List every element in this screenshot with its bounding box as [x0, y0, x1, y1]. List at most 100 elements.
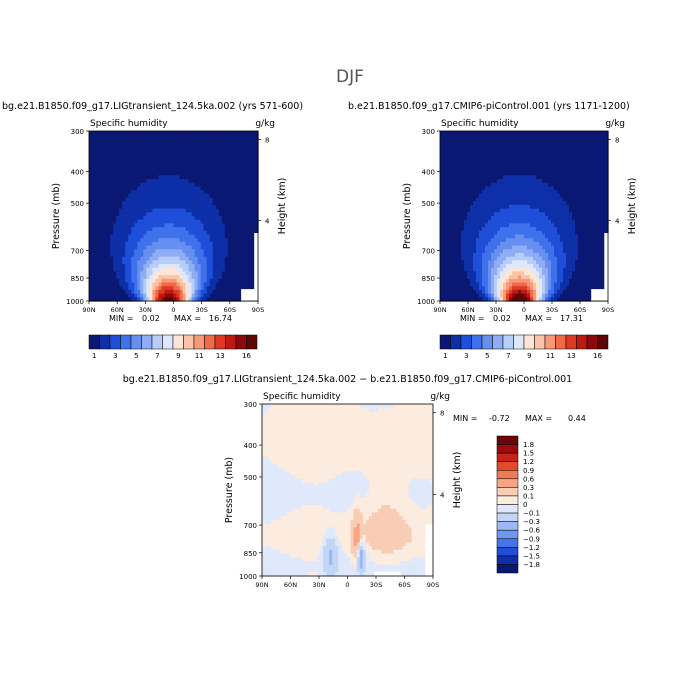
field-cell	[575, 264, 579, 269]
field-cell	[461, 278, 465, 284]
field-cell	[194, 289, 199, 295]
field-cell	[224, 260, 229, 265]
field-cell	[119, 297, 123, 302]
field-cell	[530, 267, 534, 273]
field-cell	[470, 238, 474, 243]
field-cell	[245, 134, 250, 139]
field-cell	[104, 164, 108, 169]
field-cell	[230, 193, 235, 199]
field-cell	[104, 264, 108, 269]
field-cell	[233, 241, 238, 247]
field-cell	[98, 145, 102, 151]
field-cell	[464, 145, 468, 151]
field-cell	[497, 275, 501, 280]
field-cell	[482, 179, 486, 184]
field-cell	[503, 175, 507, 180]
field-cell	[566, 297, 570, 302]
field-cell	[584, 134, 588, 139]
field-cell	[521, 190, 525, 195]
field-cell	[167, 289, 172, 295]
field-cell	[170, 142, 175, 147]
field-cell	[89, 223, 93, 228]
field-cell	[110, 216, 114, 221]
field-cell	[566, 286, 570, 291]
field-cell	[248, 164, 253, 169]
field-cell	[170, 156, 175, 162]
field-cell	[155, 278, 160, 284]
field-cell	[590, 160, 594, 165]
field-cell	[89, 245, 93, 250]
field-cell	[197, 264, 202, 269]
field-cell	[449, 245, 453, 250]
field-cell	[491, 264, 495, 269]
field-cell	[581, 201, 585, 206]
field-cell	[554, 293, 558, 298]
field-cell	[221, 278, 226, 284]
field-cell	[242, 182, 247, 188]
field-cell	[242, 238, 247, 243]
field-cell	[107, 282, 111, 287]
panels: bg.e21.B1850.f09_g17.LIGtransient_124.5k…	[2, 101, 638, 589]
field-cell	[239, 145, 244, 151]
field-cell	[548, 252, 552, 258]
field-cell	[551, 223, 555, 228]
field-cell	[221, 164, 226, 169]
field-cell	[515, 219, 519, 224]
field-cell	[551, 241, 555, 247]
field-cell	[449, 164, 453, 169]
field-cell	[563, 138, 567, 143]
field-cell	[452, 271, 456, 276]
field-cell	[146, 201, 150, 206]
field-cell	[560, 216, 564, 221]
field-cell	[467, 230, 471, 236]
field-cell	[116, 193, 120, 199]
field-cell	[197, 201, 202, 206]
field-cell	[197, 289, 202, 295]
field-cell	[590, 212, 594, 217]
field-cell	[197, 230, 202, 236]
field-cell	[107, 297, 111, 302]
field-cell	[113, 134, 117, 139]
field-cell	[536, 271, 540, 276]
field-cell	[518, 193, 522, 199]
field-cell	[443, 186, 447, 191]
field-cell	[119, 238, 123, 243]
field-cell	[119, 138, 123, 143]
field-cell	[146, 167, 150, 173]
field-cell	[575, 182, 579, 188]
field-cell	[110, 142, 114, 147]
field-cell	[584, 204, 588, 210]
field-cell	[245, 212, 250, 217]
field-cell	[470, 182, 474, 188]
field-cell	[590, 186, 594, 191]
field-cell	[155, 193, 160, 199]
field-cell	[464, 267, 468, 273]
field-cell	[227, 201, 232, 206]
field-cell	[593, 131, 597, 136]
field-cell	[485, 160, 489, 165]
field-cell	[491, 149, 495, 154]
field-cell	[233, 204, 238, 210]
field-cell	[170, 267, 175, 273]
field-cell	[530, 160, 534, 165]
field-cell	[152, 153, 156, 158]
field-cell	[101, 238, 105, 243]
field-cell	[539, 249, 543, 254]
field-cell	[443, 238, 447, 243]
field-cell	[152, 241, 156, 247]
field-cell	[524, 201, 528, 206]
field-cell	[245, 227, 250, 232]
field-cell	[143, 271, 147, 276]
field-cell	[89, 208, 93, 213]
field-cell	[470, 201, 474, 206]
field-cell	[197, 197, 202, 202]
field-cell	[104, 249, 108, 254]
field-cell	[248, 286, 253, 291]
field-cell	[572, 219, 576, 224]
field-cell	[509, 208, 513, 213]
field-cell	[479, 149, 483, 154]
field-cell	[251, 234, 256, 239]
field-cell	[158, 216, 163, 221]
field-cell	[524, 275, 528, 280]
field-cell	[233, 208, 238, 213]
